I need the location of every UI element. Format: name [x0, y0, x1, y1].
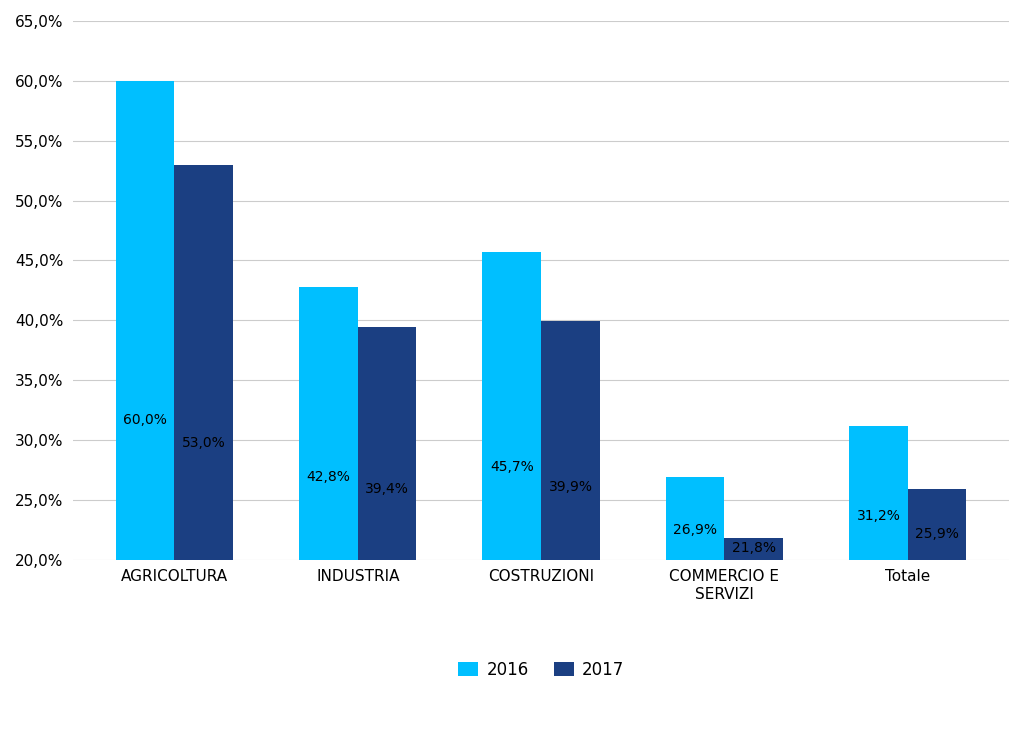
Text: 31,2%: 31,2% — [856, 509, 900, 523]
Text: 26,9%: 26,9% — [673, 523, 717, 537]
Bar — [724, 538, 783, 559]
Bar — [357, 327, 417, 559]
Text: 39,4%: 39,4% — [366, 482, 409, 495]
Text: 53,0%: 53,0% — [182, 436, 225, 450]
Bar — [299, 287, 357, 559]
Bar — [666, 477, 724, 559]
Text: 21,8%: 21,8% — [732, 540, 776, 554]
Bar — [174, 164, 233, 559]
Bar — [541, 321, 600, 559]
Text: 39,9%: 39,9% — [549, 480, 593, 494]
Bar — [908, 489, 967, 559]
Bar — [116, 81, 174, 559]
Text: 60,0%: 60,0% — [123, 413, 167, 426]
Text: 45,7%: 45,7% — [489, 460, 534, 474]
Bar — [482, 252, 541, 559]
Legend: 2016, 2017: 2016, 2017 — [452, 654, 631, 686]
Text: 25,9%: 25,9% — [915, 527, 959, 541]
Bar — [849, 426, 908, 559]
Text: 42,8%: 42,8% — [306, 470, 350, 484]
